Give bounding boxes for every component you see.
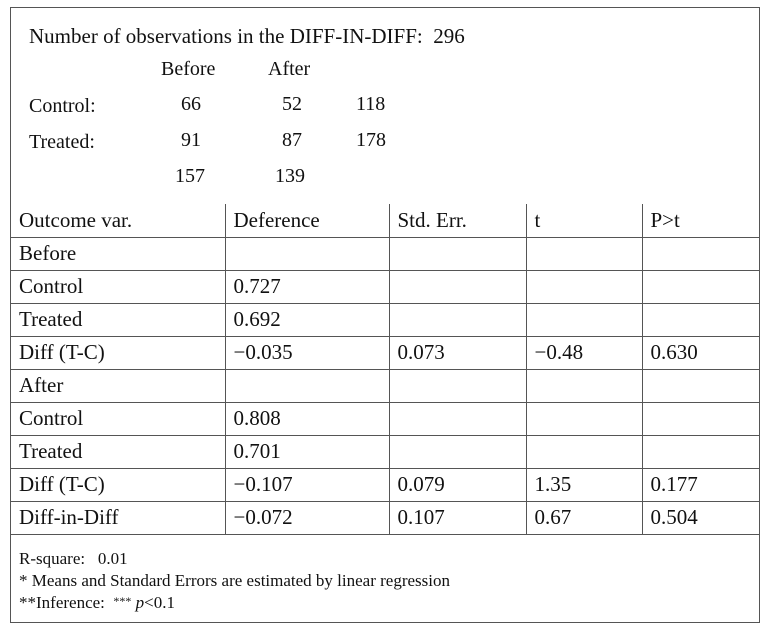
table-cell: 0.504 — [641, 500, 759, 535]
table-cell: −0.072 — [224, 500, 390, 535]
table-cell — [388, 401, 527, 436]
table-cell — [525, 368, 643, 403]
table-row: Diff (T-C) −0.035 0.073 −0.48 0.630 — [11, 335, 759, 370]
observations-total: 296 — [433, 24, 465, 48]
column-header: t — [525, 204, 643, 238]
table-cell: −0.48 — [525, 335, 643, 370]
table-cell: Control — [11, 401, 226, 436]
table-row: Before — [11, 236, 759, 271]
table-cell — [641, 302, 759, 337]
footnotes: R-square: 0.01 * Means and Standard Erro… — [19, 548, 450, 614]
table-cell — [388, 302, 527, 337]
table-cell: 0.692 — [224, 302, 390, 337]
p-threshold: <0.1 — [144, 593, 175, 612]
table-cell: 0.079 — [388, 467, 527, 502]
table-cell — [641, 236, 759, 271]
control-before-count: 66 — [181, 93, 201, 115]
header-col-after: After — [268, 58, 311, 80]
table-header-row: Outcome var. Deference Std. Err. t P>t — [11, 204, 759, 238]
table-cell: After — [11, 368, 226, 403]
table-cell: Before — [11, 236, 226, 271]
column-header: Outcome var. — [11, 204, 226, 238]
before-col-total: 157 — [175, 165, 205, 187]
table-row: Control 0.727 — [11, 269, 759, 304]
inference-label: **Inference: — [19, 593, 105, 612]
table-cell: Diff-in-Diff — [11, 500, 226, 535]
control-row-total: 118 — [356, 93, 386, 115]
table-cell: 0.701 — [224, 434, 390, 469]
table-cell — [224, 368, 390, 403]
table-cell — [388, 269, 527, 304]
table-cell — [641, 269, 759, 304]
table-cell: Treated — [11, 302, 226, 337]
table-cell — [641, 434, 759, 469]
observations-title-text: Number of observations in the DIFF-IN-DI… — [29, 24, 423, 48]
table-cell: Diff (T-C) — [11, 467, 226, 502]
table-cell: Treated — [11, 434, 226, 469]
table-cell — [525, 434, 643, 469]
table-cell — [388, 368, 527, 403]
table-cell — [641, 368, 759, 403]
header-col-before: Before — [161, 58, 216, 80]
table-cell: Control — [11, 269, 226, 304]
column-header: P>t — [641, 204, 759, 238]
rsquare-line: R-square: 0.01 — [19, 548, 450, 570]
table-cell — [525, 302, 643, 337]
table-cell: 1.35 — [525, 467, 643, 502]
table-row: Control 0.808 — [11, 401, 759, 436]
table-row: Diff-in-Diff −0.072 0.107 0.67 0.504 — [11, 500, 759, 535]
note-regression: * Means and Standard Errors are estimate… — [19, 571, 450, 590]
table-cell: 0.67 — [525, 500, 643, 535]
table-cell: 0.808 — [224, 401, 390, 436]
table-cell — [525, 269, 643, 304]
table-cell: −0.035 — [224, 335, 390, 370]
note-inference: **Inference: *** p<0.1 — [19, 592, 450, 614]
table-cell: −0.107 — [224, 467, 390, 502]
rsquare-label: R-square: — [19, 549, 86, 568]
treated-before-count: 91 — [181, 129, 201, 151]
control-after-count: 52 — [282, 93, 302, 115]
table-cell: 0.073 — [388, 335, 527, 370]
treated-label: Treated: — [29, 131, 95, 153]
table-row: After — [11, 368, 759, 403]
table-cell: 0.727 — [224, 269, 390, 304]
column-header: Std. Err. — [388, 204, 527, 238]
table-cell: 0.630 — [641, 335, 759, 370]
table-row: Diff (T-C) −0.107 0.079 1.35 0.177 — [11, 467, 759, 502]
table-cell — [388, 434, 527, 469]
after-col-total: 139 — [275, 165, 305, 187]
treated-after-count: 87 — [282, 129, 302, 151]
table-row: Treated 0.692 — [11, 302, 759, 337]
column-header: Deference — [224, 204, 390, 238]
significance-stars: *** — [113, 594, 132, 608]
control-label: Control: — [29, 95, 96, 117]
results-table: Outcome var. Deference Std. Err. t P>t B… — [11, 204, 759, 535]
results-frame: Number of observations in the DIFF-IN-DI… — [10, 7, 760, 623]
rsquare-value: 0.01 — [97, 549, 128, 568]
table-cell: 0.107 — [388, 500, 527, 535]
table-cell: Diff (T-C) — [11, 335, 226, 370]
observations-title: Number of observations in the DIFF-IN-DI… — [29, 24, 465, 49]
treated-row-total: 178 — [356, 129, 386, 151]
table-cell — [525, 236, 643, 271]
table-cell — [224, 236, 390, 271]
table-cell — [641, 401, 759, 436]
table-cell: 0.177 — [641, 467, 759, 502]
table-cell — [525, 401, 643, 436]
table-cell — [388, 236, 527, 271]
p-symbol: p — [135, 593, 145, 612]
table-row: Treated 0.701 — [11, 434, 759, 469]
